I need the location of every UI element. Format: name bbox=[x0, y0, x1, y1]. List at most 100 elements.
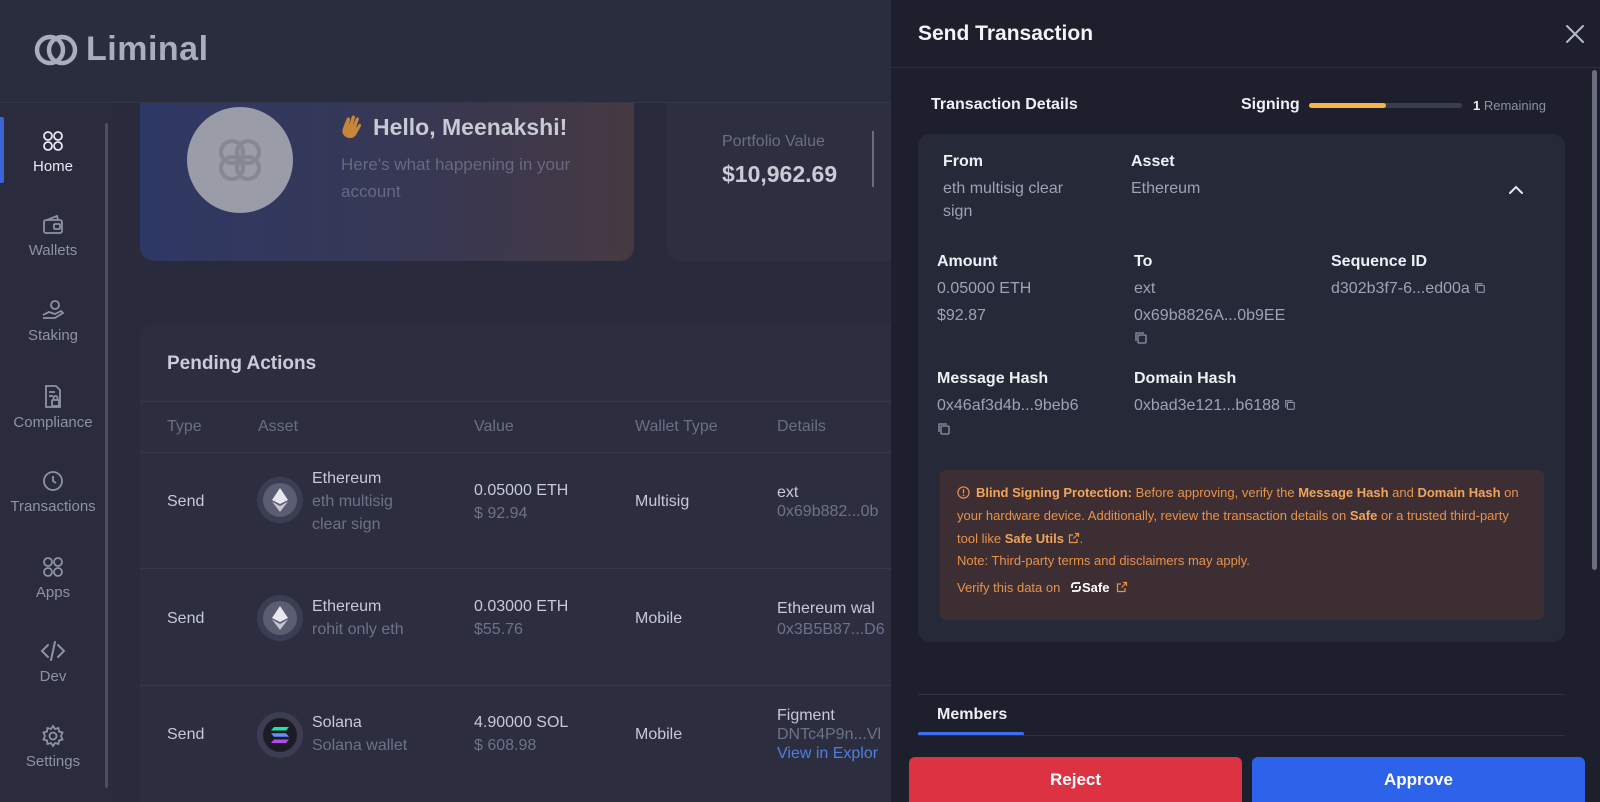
reject-button[interactable]: Reject bbox=[909, 757, 1242, 802]
code-icon bbox=[40, 640, 66, 661]
column-header-type: Type bbox=[167, 418, 202, 435]
row-asset: Solana bbox=[312, 714, 362, 731]
sidebar-item-label: Staking bbox=[27, 326, 79, 344]
divider bbox=[872, 131, 874, 187]
row-wallet-line2: clear sign bbox=[312, 516, 381, 533]
row-details: ext bbox=[777, 484, 799, 501]
approve-button[interactable]: Approve bbox=[1252, 757, 1585, 802]
apps-icon bbox=[43, 556, 63, 577]
remaining-count: 1 Remaining bbox=[1473, 98, 1547, 113]
row-details: Ethereum wal bbox=[777, 600, 875, 617]
divider bbox=[140, 401, 940, 402]
sidebar-item-label: Apps bbox=[35, 583, 71, 601]
solana-coin bbox=[257, 712, 303, 758]
blind-signing-warning: Blind Signing Protection: Before approvi… bbox=[940, 470, 1544, 620]
avatar-logo-icon bbox=[219, 139, 261, 181]
drawer-scrollbar[interactable] bbox=[1592, 70, 1597, 570]
row-value: 0.05000 ETH bbox=[474, 482, 569, 499]
sidebar-item-staking[interactable]: Staking bbox=[0, 284, 106, 356]
asset-value: Ethereum bbox=[1131, 180, 1201, 197]
row-value: 4.90000 SOL bbox=[474, 714, 569, 731]
portfolio-value: $10,962.69 bbox=[722, 161, 838, 187]
solana-icon bbox=[271, 727, 289, 743]
sidebar-item-wallets[interactable]: Wallets bbox=[0, 199, 106, 271]
row-wallet-type: Multisig bbox=[635, 493, 690, 510]
sequence-id-label: Sequence ID bbox=[1331, 253, 1428, 270]
row-details: Figment bbox=[777, 707, 835, 724]
row-wallet-type: Mobile bbox=[635, 610, 683, 627]
sidebar-item-transactions[interactable]: Transactions bbox=[0, 455, 106, 527]
wallet-icon bbox=[43, 214, 63, 234]
warning-text: Blind Signing Protection: Before approvi… bbox=[957, 485, 1519, 546]
sidebar-scrollbar[interactable] bbox=[105, 123, 108, 788]
tab-members[interactable]: Members bbox=[918, 692, 1024, 736]
ethereum-coin bbox=[257, 477, 303, 523]
signing-progress-bar bbox=[1309, 103, 1462, 108]
column-header-asset: Asset bbox=[258, 418, 299, 435]
divider bbox=[140, 568, 940, 569]
gear-icon bbox=[42, 723, 64, 748]
row-asset: Ethereum bbox=[312, 470, 382, 487]
chevron-up-icon[interactable] bbox=[1507, 181, 1525, 199]
sidebar-item-label: Transactions bbox=[10, 497, 96, 515]
external-link-icon[interactable] bbox=[1068, 532, 1080, 544]
close-icon[interactable] bbox=[1563, 22, 1587, 46]
send-transaction-drawer: Send Transaction Transaction Details Sig… bbox=[891, 0, 1600, 802]
row-details-sub: 0x69b882...0b bbox=[777, 503, 879, 520]
row-wallet-type: Mobile bbox=[635, 726, 683, 743]
drawer-title: Send Transaction bbox=[918, 22, 1094, 45]
safe-utils-link[interactable]: Safe Utils bbox=[1004, 531, 1064, 546]
liminal-logo-icon bbox=[34, 34, 78, 65]
row-wallet: rohit only eth bbox=[312, 621, 404, 638]
sidebar-item-home[interactable]: Home bbox=[0, 115, 106, 187]
copy-icon[interactable] bbox=[1474, 282, 1486, 294]
sidebar-item-dev[interactable]: Dev bbox=[0, 625, 106, 697]
to-name: ext bbox=[1134, 280, 1156, 297]
verify-on-safe[interactable]: Verify this data on Safe bbox=[957, 576, 1532, 599]
clock-icon bbox=[43, 470, 63, 491]
copy-icon[interactable] bbox=[937, 422, 951, 436]
domain-hash-value: 0xbad3e121...b6188 bbox=[1134, 394, 1296, 418]
divider bbox=[918, 735, 1565, 736]
row-asset: Ethereum bbox=[312, 598, 382, 615]
copy-icon[interactable] bbox=[1134, 331, 1148, 345]
sidebar-item-compliance[interactable]: Compliance bbox=[0, 371, 106, 443]
waving-hand-icon bbox=[342, 115, 361, 139]
ethereum-icon bbox=[272, 488, 288, 512]
staking-icon bbox=[42, 299, 65, 319]
column-header-value: Value bbox=[474, 418, 514, 435]
welcome-card: Hello, Meenakshi! Here's what happening … bbox=[140, 103, 634, 261]
portfolio-label: Portfolio Value bbox=[722, 133, 825, 150]
pending-actions-title: Pending Actions bbox=[167, 353, 317, 374]
signing-label: Signing bbox=[1241, 96, 1300, 113]
sidebar-item-label: Wallets bbox=[28, 241, 78, 259]
transaction-details-label: Transaction Details bbox=[931, 96, 1078, 113]
domain-hash-label: Domain Hash bbox=[1134, 370, 1237, 387]
divider bbox=[918, 694, 1565, 695]
sidebar-item-label: Dev bbox=[39, 667, 67, 685]
portfolio-card: Portfolio Value $10,962.69 bbox=[667, 103, 927, 261]
message-hash-value: 0x46af3d4b...9beb6 bbox=[937, 397, 1079, 414]
amount-value: 0.05000 ETH bbox=[937, 280, 1032, 297]
amount-label: Amount bbox=[937, 253, 998, 270]
info-icon bbox=[957, 486, 970, 499]
sidebar-item-apps[interactable]: Apps bbox=[0, 541, 106, 613]
copy-icon[interactable] bbox=[1284, 399, 1296, 411]
row-details-sub: DNTc4P9n...Vl bbox=[777, 726, 882, 743]
external-link-icon[interactable] bbox=[1116, 581, 1128, 593]
sidebar-item-label: Home bbox=[32, 157, 73, 175]
greeting-subtitle: Here's what happening in your account bbox=[341, 155, 571, 201]
sidebar-item-settings[interactable]: Settings bbox=[0, 710, 106, 782]
column-header-wallet-type: Wallet Type bbox=[635, 418, 718, 435]
liminal-logo[interactable]: Liminal bbox=[34, 30, 209, 69]
compliance-icon bbox=[45, 384, 61, 408]
view-in-explorer-link[interactable]: View in Explor bbox=[777, 745, 879, 762]
row-type: Send bbox=[167, 610, 205, 627]
avatar[interactable] bbox=[187, 107, 293, 213]
safe-logo-icon bbox=[1071, 582, 1081, 592]
sidebar-item-label: Compliance bbox=[13, 413, 93, 431]
asset-label: Asset bbox=[1131, 153, 1175, 170]
row-type: Send bbox=[167, 493, 205, 510]
greeting: Hello, Meenakshi! bbox=[337, 113, 567, 141]
row-fiat: $ 608.98 bbox=[474, 737, 537, 754]
